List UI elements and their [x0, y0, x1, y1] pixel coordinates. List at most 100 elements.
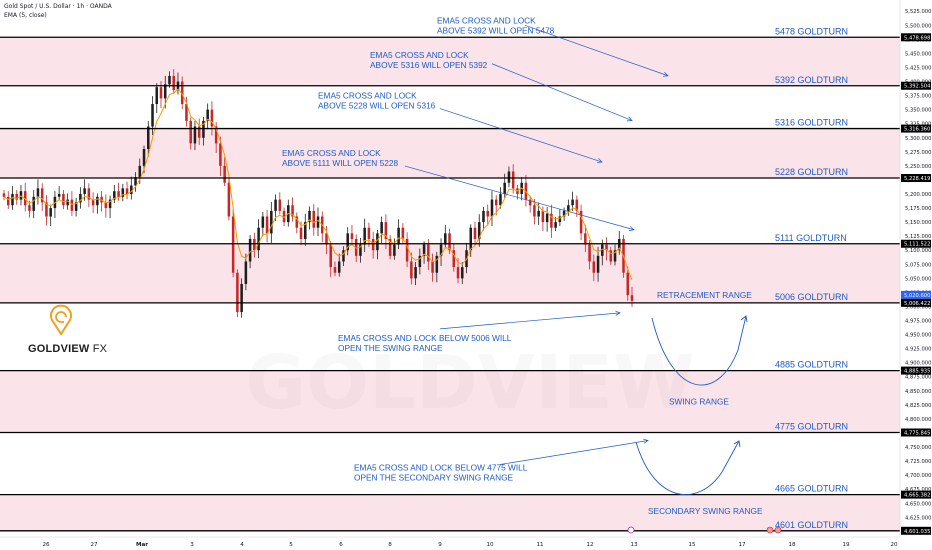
- candle-body-128: [545, 213, 549, 223]
- time-tick-15: 18: [788, 542, 796, 548]
- candle-body-89: [380, 222, 383, 234]
- candle-body-126: [537, 210, 540, 217]
- range-label-1: SWING RANGE: [669, 397, 729, 407]
- candle-body-27: [117, 191, 120, 197]
- candle-body-57: [244, 261, 248, 284]
- candle-body-130: [554, 222, 557, 228]
- candle-body-85: [363, 227, 366, 245]
- price-tick-3: 4,675.000: [905, 487, 931, 493]
- candle-body-38: [163, 84, 167, 99]
- annotation-3-line-1: ABOVE 5111 WILL OPEN 5228: [282, 158, 398, 168]
- annotation-arrowhead-1: [626, 116, 633, 122]
- secondary-swing-curve: [635, 440, 740, 495]
- time-tick-1: 27: [90, 542, 98, 548]
- price-badge-2: 5,316.360: [904, 127, 930, 133]
- time-tick-14: 17: [738, 542, 746, 548]
- annotation-arrow-3: [404, 165, 635, 231]
- time-tick-8: 9: [438, 542, 442, 548]
- event-marker-icon: [627, 526, 635, 534]
- price-badge-7: 4,885.935: [904, 369, 930, 375]
- candle-body-79: [337, 261, 341, 273]
- candle-body-86: [367, 227, 371, 239]
- price-badge-bg-4: [901, 239, 931, 248]
- annotation-2-line-1: ABOVE 5228 WILL OPEN 5316: [318, 101, 436, 111]
- symbol-title: Gold Spot / U.S. Dollar · 1h · OANDA: [4, 3, 112, 10]
- candle-body-70: [299, 227, 303, 239]
- candle-body-105: [448, 233, 451, 251]
- candle-body-138: [588, 244, 591, 262]
- candle-body-124: [528, 199, 532, 206]
- price-tick-36: 5,500.000: [905, 23, 931, 29]
- level-label-7: 4775 GOLDTURN: [775, 422, 848, 432]
- price-tick-12: 4,900.000: [905, 361, 931, 367]
- price-tick-8: 4,800.000: [905, 417, 931, 423]
- candle-body-66: [282, 210, 286, 223]
- candle-body-125: [533, 205, 536, 217]
- candle-body-24: [104, 202, 108, 209]
- annotation-arrow-4: [439, 312, 621, 330]
- candle-body-18: [79, 193, 82, 203]
- level-label-1: 5392 GOLDTURN: [775, 75, 848, 85]
- candle-body-92: [393, 244, 396, 256]
- candle-body-141: [601, 244, 604, 256]
- price-badge-9: 4,665.382: [904, 493, 930, 499]
- swing-range-curve: [651, 315, 747, 386]
- annotation-3-line-0: EMA5 CROSS AND LOCK: [282, 148, 381, 158]
- candle-body-59: [253, 238, 256, 251]
- price-badge-1: 5,392.504: [904, 84, 931, 90]
- candle-body-16: [70, 199, 74, 211]
- candle-body-48: [206, 109, 209, 121]
- annotation-4-line-1: OPEN THE SWING RANGE: [338, 343, 443, 353]
- time-tick-17: 20: [890, 542, 898, 548]
- candle-body-95: [405, 238, 409, 262]
- candle-body-93: [397, 227, 400, 245]
- time-axis: 26 27 Mar 3 4 5 6 8 9 10 11 12 13 15 17 18 19 20: [0, 526, 900, 550]
- time-tick-16: 19: [842, 542, 850, 548]
- candle-body-39: [168, 75, 171, 85]
- candle-body-90: [384, 222, 388, 239]
- level-label-0: 5478 GOLDTURN: [775, 26, 848, 36]
- candle-body-81: [346, 233, 349, 251]
- candle-body-20: [87, 188, 91, 200]
- time-axis-bg: [0, 537, 900, 550]
- price-badge-bg-2: [901, 124, 931, 133]
- price-badge-4: 5,111.522: [904, 242, 930, 248]
- price-tick-14: 4,950.000: [905, 333, 931, 339]
- candle-body-148: [630, 295, 634, 301]
- candle-body-11: [49, 208, 52, 217]
- goldview-logo-icon: [50, 304, 72, 336]
- candle-body-139: [592, 261, 596, 273]
- price-tick-33: 5,425.000: [905, 65, 931, 71]
- annotation-arrow-5: [499, 440, 649, 465]
- candle-body-1: [6, 196, 10, 206]
- time-tick-7: 8: [388, 542, 392, 548]
- candle-body-28: [121, 188, 125, 197]
- price-tick-9: 4,825.000: [905, 403, 931, 409]
- candle-body-117: [499, 193, 502, 206]
- candle-body-34: [146, 126, 150, 150]
- annotation-arrow-2: [439, 108, 603, 163]
- candle-body-56: [240, 283, 243, 313]
- candle-body-30: [130, 185, 133, 194]
- candle-body-113: [482, 210, 485, 223]
- candle-body-29: [125, 188, 129, 194]
- candle-body-25: [108, 199, 112, 209]
- candle-body-64: [274, 199, 277, 211]
- price-badge-5: 5,020.600: [904, 293, 930, 299]
- candle-body-60: [257, 227, 260, 251]
- candle-body-98: [418, 255, 422, 268]
- candle-body-107: [456, 267, 460, 279]
- candle-body-101: [431, 261, 434, 273]
- candle-body-87: [371, 238, 375, 251]
- band-4: [0, 494, 900, 531]
- band-0: [0, 37, 900, 86]
- logo-g-letter: [55, 311, 67, 323]
- candle-body-51: [219, 143, 222, 166]
- candle-body-83: [354, 238, 358, 256]
- candle-body-2: [11, 193, 14, 206]
- candle-body-80: [342, 250, 345, 262]
- candle-body-134: [571, 199, 574, 206]
- candle-body-111: [473, 227, 477, 239]
